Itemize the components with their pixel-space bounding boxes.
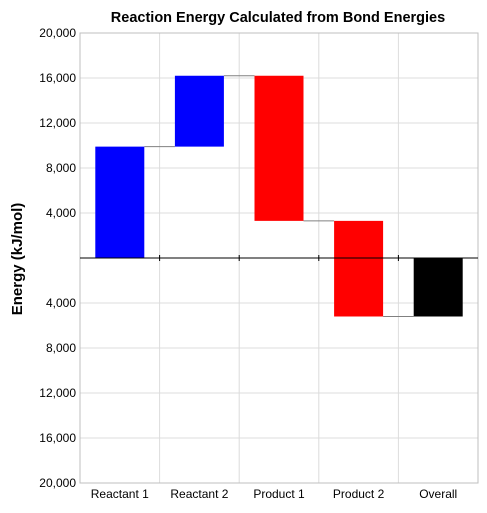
bar-1 — [95, 146, 145, 258]
y-tick-label: 12,000 — [39, 386, 76, 400]
chart-title: Reaction Energy Calculated from Bond Ene… — [111, 10, 445, 26]
bar-4 — [334, 220, 384, 317]
y-tick-label: 8,000 — [46, 341, 76, 355]
y-tick-label: 4,000 — [46, 296, 76, 310]
y-tick-label: 20,000 — [39, 476, 76, 490]
x-tick-label: Overall — [419, 487, 457, 501]
x-tick-label: Reactant 1 — [91, 487, 149, 501]
bar-5 — [413, 258, 463, 317]
y-axis-label: Energy (kJ/mol) — [9, 203, 26, 316]
y-tick-label: 8,000 — [46, 161, 76, 175]
x-tick-label: Reactant 2 — [170, 487, 228, 501]
bar-3 — [254, 75, 304, 221]
y-tick-label: 4,000 — [46, 206, 76, 220]
y-tick-label: 16,000 — [39, 71, 76, 85]
bar-2 — [174, 75, 224, 147]
y-tick-label: 20,000 — [39, 26, 76, 40]
y-tick-label: 12,000 — [39, 116, 76, 130]
y-tick-label: 16,000 — [39, 431, 76, 445]
plot-area: 20,000 16,000 12,000 8,000 4,000 4,000 8,000 12… — [39, 26, 479, 501]
x-tick-label: Product 1 — [253, 487, 305, 501]
x-tick-label: Product 2 — [333, 487, 385, 501]
